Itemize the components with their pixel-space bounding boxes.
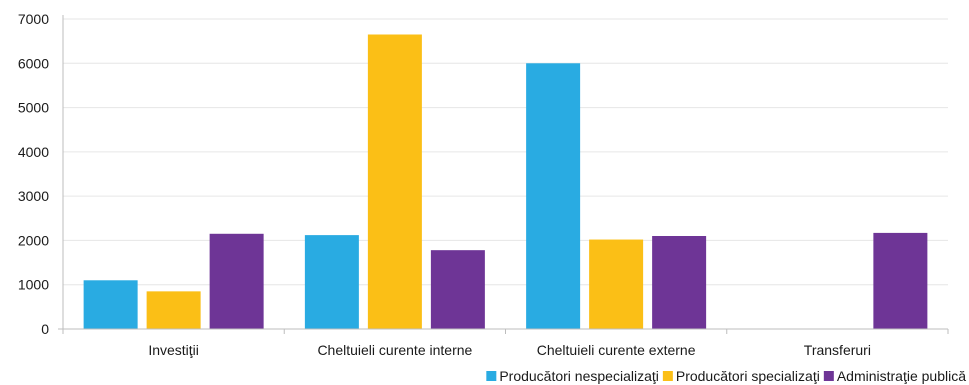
bar [367,34,422,329]
bar [209,233,264,329]
legend-item: Administraţie publică [823,368,966,384]
y-tick-label: 3000 [18,188,49,204]
bar [526,63,581,330]
legend-label: Administraţie publică [837,368,966,384]
grid-lines [63,18,948,286]
legend: Producători nespecializaţi Producători sp… [486,368,966,384]
legend-swatch [662,371,673,381]
bar [873,232,928,329]
bar [83,280,138,329]
y-tick-label: 0 [41,321,49,337]
x-axis-category-labels: Investiţii Cheltuieli curente interne Chel… [148,342,871,358]
bar [652,236,707,329]
y-axis-tick-labels: 0 1000 2000 3000 4000 5000 6000 7000 [18,11,49,337]
bar [304,235,359,329]
y-tick-label: 4000 [18,144,49,160]
x-category-label: Transferuri [804,342,871,358]
legend-label: Producători specializaţi [676,368,820,384]
legend-item: Producători specializaţi [662,368,820,384]
y-tick-label: 5000 [18,100,49,116]
bar-series [83,34,928,330]
axes [58,15,949,334]
bar [589,239,644,329]
y-tick-label: 2000 [18,232,49,248]
bar [430,250,485,329]
x-category-label: Cheltuieli curente externe [537,342,696,358]
legend-swatch [823,371,834,381]
y-tick-label: 7000 [18,11,49,27]
legend-swatch [486,371,497,381]
y-tick-label: 1000 [18,277,49,293]
legend-item: Producători nespecializaţi [486,368,659,384]
bar [146,291,201,329]
legend-label: Producători nespecializaţi [499,368,659,384]
x-category-label: Investiţii [148,342,199,358]
x-category-label: Cheltuieli curente interne [317,342,472,358]
y-tick-label: 6000 [18,55,49,71]
